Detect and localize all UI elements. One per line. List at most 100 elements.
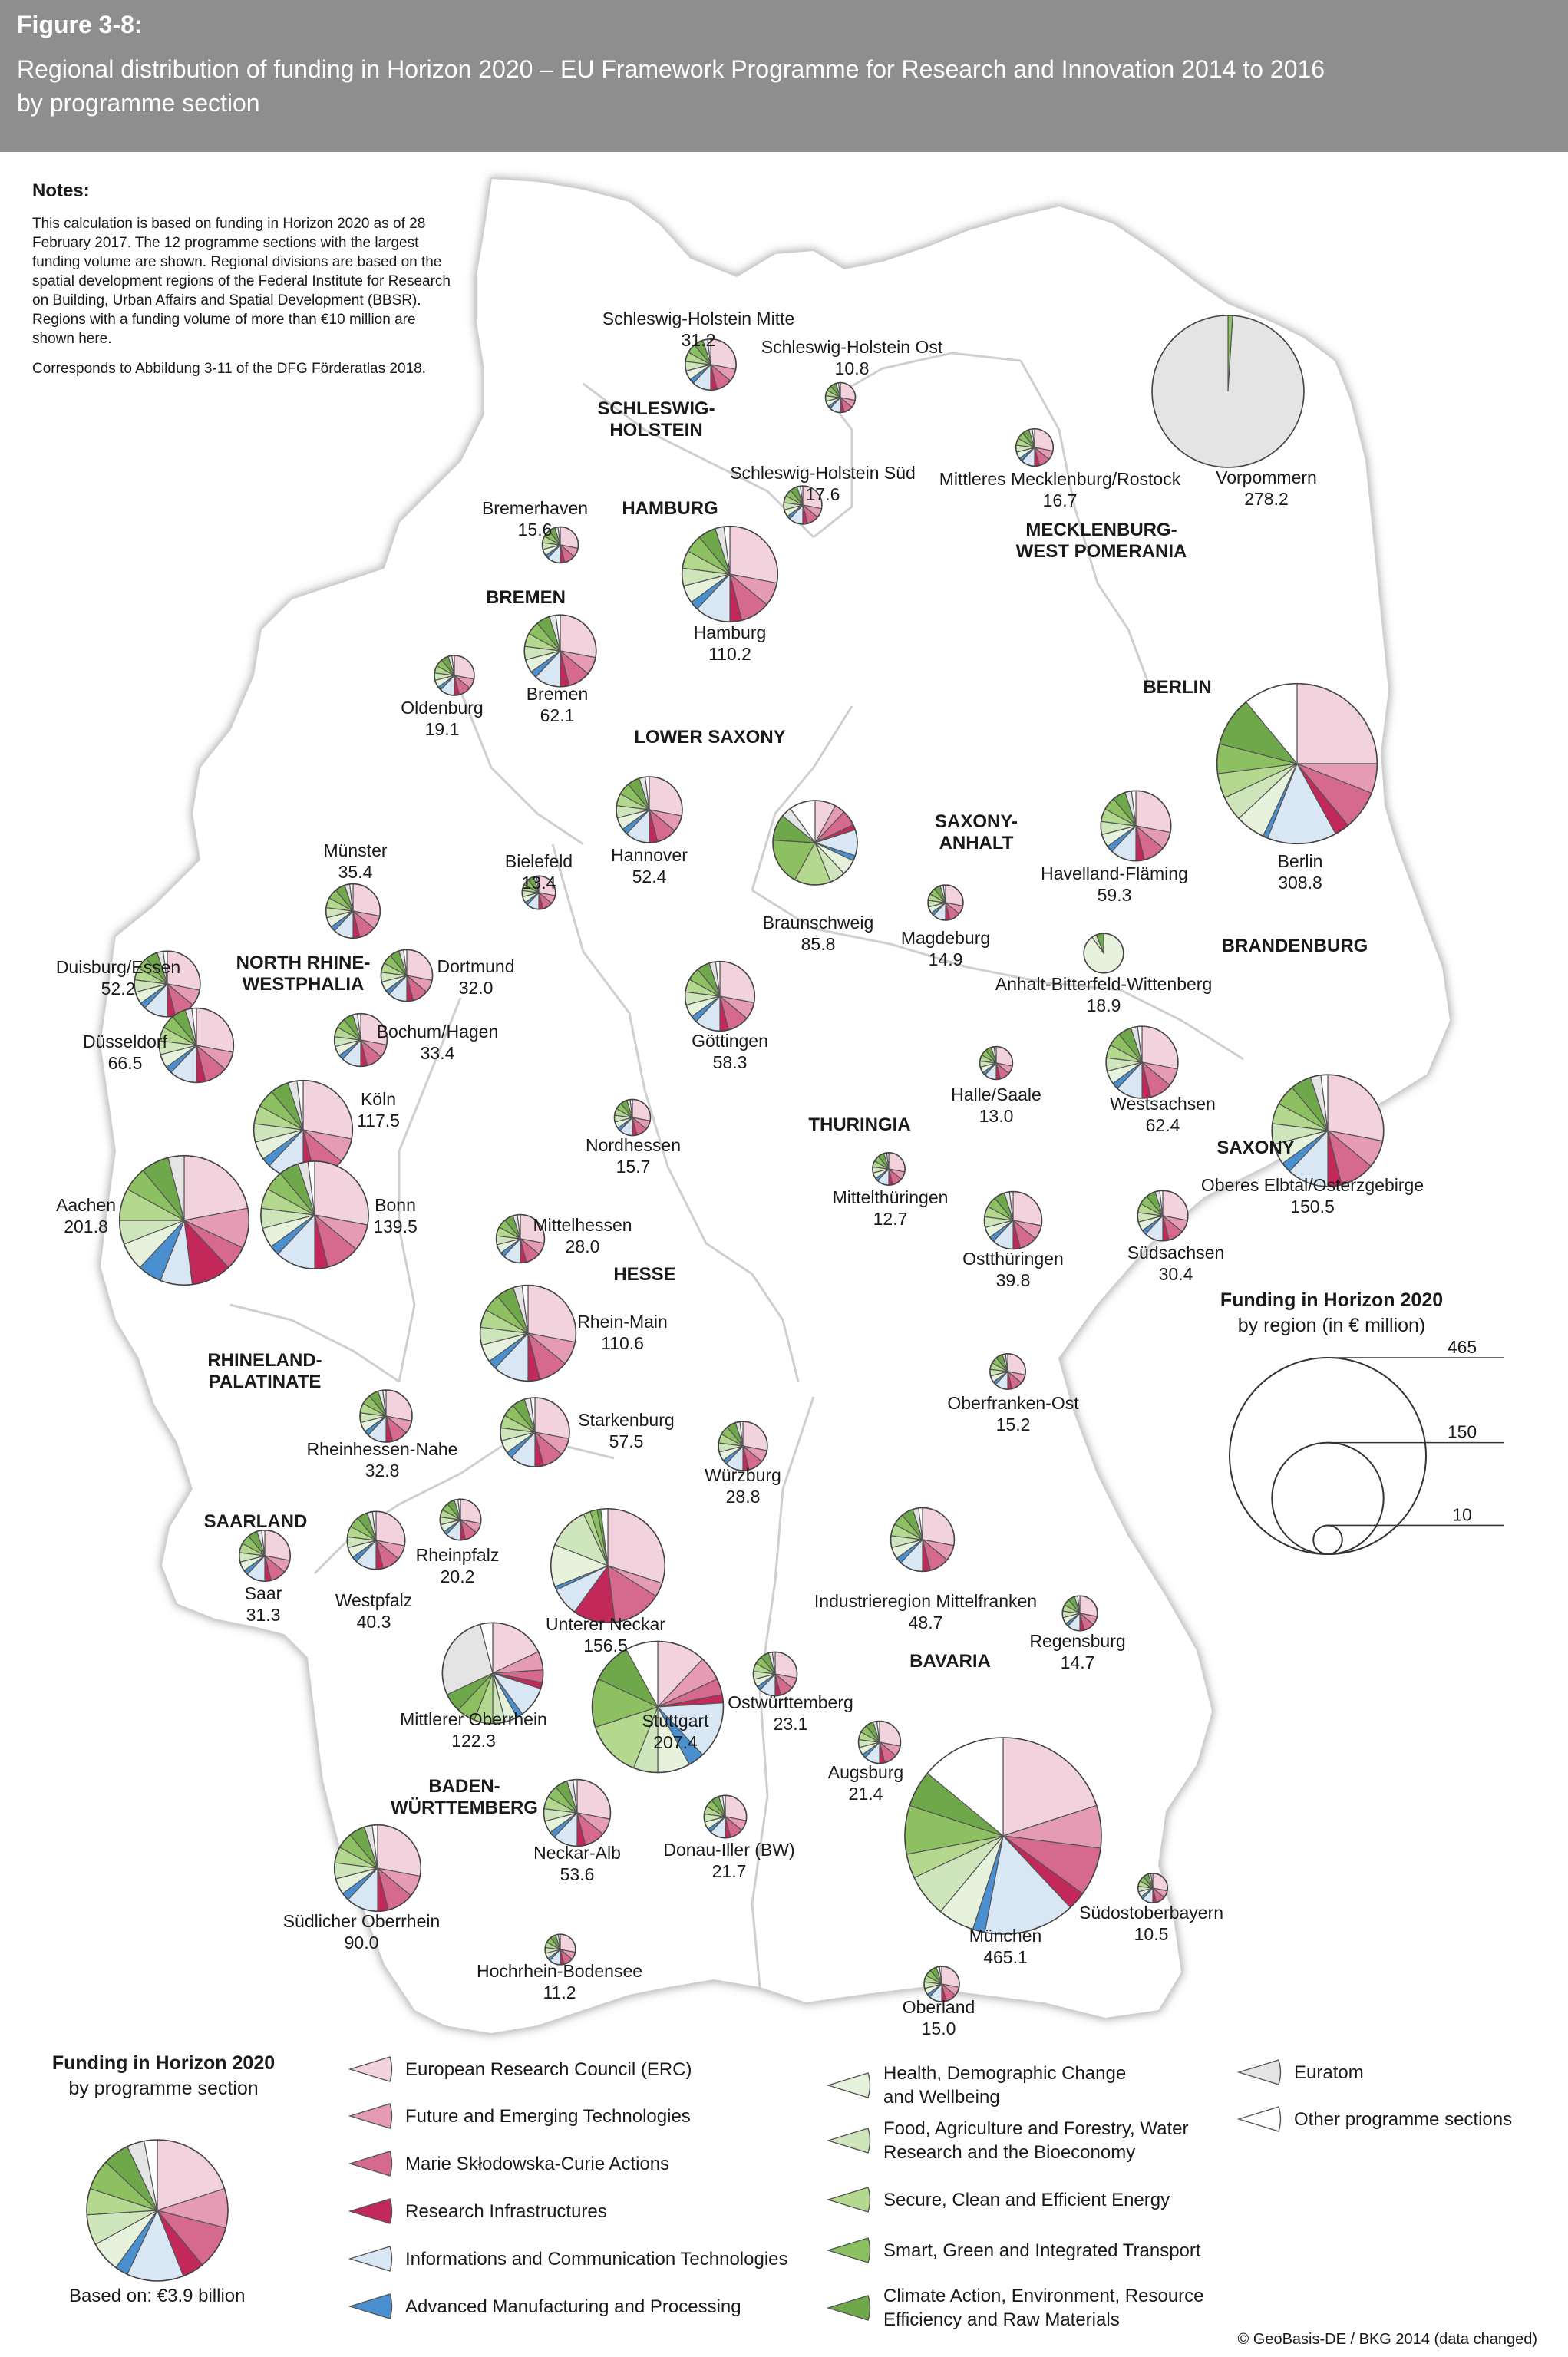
state-label-north-rhine-westphalia: NORTH RHINE- <box>236 952 371 973</box>
legend-item-smart-green-and-integrated-transport: Smart, Green and Integrated Transport <box>825 2235 1201 2266</box>
pie-bonn-outline <box>260 1160 369 1269</box>
state-label-bavaria: BAVARIA <box>909 1651 991 1672</box>
region-pies <box>118 315 1385 2002</box>
pie-schleswig-holstein-mitte-outline <box>685 338 737 391</box>
pie-bremerhaven-outline <box>541 526 579 564</box>
region-name-s-dostoberbayern: Südostoberbayern <box>1079 1903 1223 1923</box>
pie-rhein-main-outline <box>479 1284 577 1382</box>
pie-braunschweig <box>772 800 858 886</box>
pie-oberland-outline <box>923 1966 960 2002</box>
pie-m-nster-outline <box>325 883 381 939</box>
legend-label-european-research-council-erc: European Research Council (ERC) <box>405 2058 692 2081</box>
legend-swatch-european-research-council-erc <box>348 2056 393 2082</box>
pie-oberes-elbtal-osterzgebirge <box>1271 1074 1385 1187</box>
region-name-w-rzburg: Würzburg <box>705 1465 781 1485</box>
region-value-rheinhessen-nahe: 32.8 <box>365 1461 400 1481</box>
region-name-stuttgart: Stuttgart <box>642 1711 710 1731</box>
legend-label-climate-action-environment-resource: Climate Action, Environment, Resource Eff… <box>883 2284 1204 2332</box>
pie-halle-saale <box>979 1045 1014 1081</box>
scale-legend-title-bold: Funding in Horizon 2020 <box>1220 1289 1444 1311</box>
state-label-mecklenburg-west-pomerania: MECKLENBURG- <box>1025 520 1177 540</box>
pie-hannover-outline <box>616 776 683 843</box>
pie-anhalt-bitterfeld-wittenberg-outline <box>1083 933 1124 974</box>
region-value-rheinpfalz: 20.2 <box>441 1566 475 1586</box>
pie-hochrhein-bodensee-outline <box>544 1933 576 1966</box>
legend-label-line1: Advanced Manufacturing and Processing <box>405 2296 741 2317</box>
scale-legend-circles: 465 150 10 <box>1229 1337 1504 1556</box>
state-label-schleswig-holstein-line2: HOLSTEIN <box>609 420 702 441</box>
germany-outline <box>98 177 1452 2035</box>
pie-schleswig-holstein-ost-outline <box>824 381 857 414</box>
pie-unterer-neckar <box>550 1507 666 1624</box>
legend-label-line1: Future and Emerging Technologies <box>405 2105 691 2127</box>
state-label-saxony-anhalt: SAXONY- <box>935 811 1018 832</box>
legend-item-climate-action-environment-resource: Climate Action, Environment, Resource Eff… <box>825 2284 1204 2332</box>
pie-unterer-neckar-outline <box>550 1507 666 1624</box>
legend-item-european-research-council-erc: European Research Council (ERC) <box>347 2054 692 2085</box>
region-name-mittelhessen: Mittelhessen <box>533 1215 632 1235</box>
region-name-bonn: Bonn <box>375 1195 416 1215</box>
pie-mittelhessen <box>495 1213 546 1264</box>
legend-label-line1: Euratom <box>1294 2062 1364 2083</box>
pie-d-sseldorf-outline <box>158 1007 235 1084</box>
pie-ostw-rttemberg-outline <box>752 1651 798 1697</box>
pie-saar-outline <box>238 1529 292 1583</box>
legend-label-advanced-manufacturing-and-processing: Advanced Manufacturing and Processing <box>405 2295 741 2319</box>
region-labels: Schleswig-Holstein Mitte 31.2 Schleswig-Ho… <box>56 309 1424 2038</box>
pie-m-nchen-outline <box>904 1737 1102 1935</box>
region-value-duisburg-essen: 52.2 <box>101 979 136 999</box>
pie-saar <box>238 1529 292 1583</box>
figure-title: Regional distribution of funding in Hori… <box>17 52 1537 120</box>
notes-source: Corresponds to Abbildung 3-11 of the DFG… <box>32 361 426 377</box>
scale-value-10: 10 <box>1452 1504 1472 1524</box>
scale-circle-10 <box>1312 1524 1343 1556</box>
region-name-rhein-main: Rhein-Main <box>577 1312 668 1332</box>
notes-text: This calculation is based on funding in … <box>32 216 451 347</box>
pie-augsburg <box>857 1720 902 1764</box>
region-name-industrieregion-mittelfranken: Industrieregion Mittelfranken <box>814 1591 1037 1611</box>
pie-starkenburg <box>500 1397 570 1467</box>
pie-oldenburg-outline <box>434 655 475 696</box>
notes-heading: Notes: <box>32 180 90 201</box>
region-name-rheinpfalz: Rheinpfalz <box>416 1545 500 1565</box>
pie-oberland <box>923 1966 960 2002</box>
pie-vorpommern-slice <box>1151 315 1305 468</box>
pie-s-dostoberbayern <box>1137 1872 1169 1904</box>
pie-bremerhaven <box>541 526 579 564</box>
legend-swatch-euratom <box>1236 2059 1282 2085</box>
region-value-schleswig-holstein-ost: 10.8 <box>835 358 870 378</box>
region-value-m-nster: 35.4 <box>338 862 373 882</box>
region-name-schleswig-holstein-mitte: Schleswig-Holstein Mitte <box>602 309 795 328</box>
region-name-mittleres-mecklenburg-rostock: Mittleres Mecklenburg/Rostock <box>939 469 1181 489</box>
region-value-bielefeld: 13.4 <box>522 873 556 893</box>
region-name-halle-saale: Halle/Saale <box>951 1084 1041 1104</box>
pie-stuttgart <box>591 1640 725 1774</box>
pie-s-dsachsen <box>1137 1190 1189 1242</box>
pie-augsburg-outline <box>857 1720 902 1764</box>
legend-title: Funding in Horizon 2020 by programme sec… <box>45 2051 282 2101</box>
legend-title-bold: Funding in Horizon 2020 <box>51 2052 276 2074</box>
legend-label-line1: Climate Action, Environment, Resource <box>883 2286 1204 2306</box>
region-value-s-dlicher-oberrhein: 90.0 <box>345 1933 379 1953</box>
scale-legend-title-rest: by region (in € million) <box>1237 1315 1426 1336</box>
state-label-bremen: BREMEN <box>486 587 566 608</box>
pie-oldenburg <box>434 655 475 696</box>
pie-oberfranken-ost-outline <box>989 1353 1026 1390</box>
pie-rheinhessen-nahe-outline <box>359 1389 413 1443</box>
pie-s-dlicher-oberrhein-outline <box>333 1824 422 1913</box>
pie-vorpommern <box>1151 315 1305 468</box>
region-value-d-sseldorf: 66.5 <box>108 1053 143 1073</box>
legend-label-informations-and-communication-technologies: Informations and Communication Technolog… <box>405 2247 788 2271</box>
legend-swatch-informations-and-communication-technologies <box>348 2246 393 2272</box>
region-name-s-dsachsen: Südsachsen <box>1127 1243 1225 1263</box>
pie-aachen <box>118 1154 250 1286</box>
pie-bremen <box>523 614 597 688</box>
pie-oberfranken-ost <box>989 1353 1026 1390</box>
pie-donau-iller-bw-outline <box>703 1794 748 1839</box>
scale-value-465: 465 <box>1448 1337 1477 1357</box>
region-value-anhalt-bitterfeld-wittenberg: 18.9 <box>1087 995 1121 1015</box>
pie-ostw-rttemberg <box>752 1651 798 1697</box>
region-name-bremerhaven: Bremerhaven <box>482 498 588 518</box>
state-label-mecklenburg-west-pomerania-line2: WEST POMERANIA <box>1016 541 1187 562</box>
region-value-hannover: 52.4 <box>632 867 667 886</box>
